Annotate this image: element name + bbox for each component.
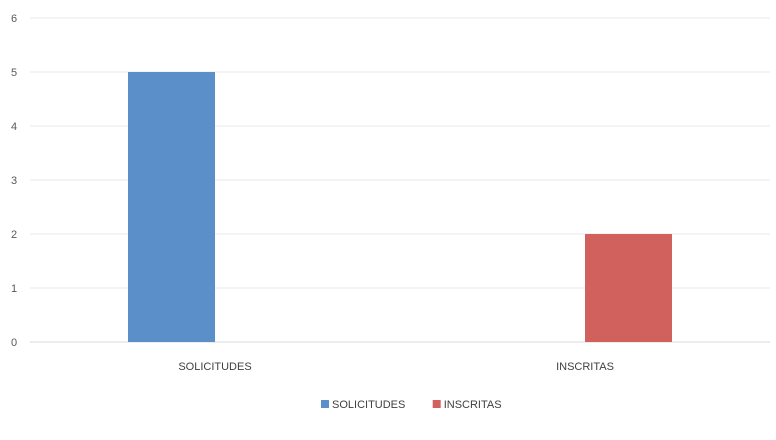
y-axis-ticks: 0 1 2 3 4 5 6	[11, 13, 17, 349]
legend-label: SOLICITUDES	[332, 399, 405, 411]
legend-swatch-solicitudes	[321, 400, 329, 408]
bars	[128, 72, 672, 342]
y-tick-label: 3	[11, 175, 17, 187]
y-tick-label: 6	[11, 13, 17, 25]
bar-solicitudes	[128, 72, 215, 342]
x-category-label: SOLICITUDES	[178, 361, 251, 373]
y-tick-label: 0	[11, 337, 17, 349]
y-tick-label: 1	[11, 283, 17, 295]
legend-label: INSCRITAS	[444, 399, 502, 411]
legend-swatch-inscritas	[432, 400, 441, 408]
x-category-label: INSCRITAS	[556, 361, 614, 373]
bar-inscritas	[585, 234, 672, 342]
x-axis-labels: SOLICITUDES INSCRITAS	[178, 361, 614, 373]
y-tick-label: 5	[11, 67, 17, 79]
y-tick-label: 4	[11, 121, 17, 133]
y-tick-label: 2	[11, 229, 17, 241]
legend: SOLICITUDES INSCRITAS	[321, 399, 502, 411]
